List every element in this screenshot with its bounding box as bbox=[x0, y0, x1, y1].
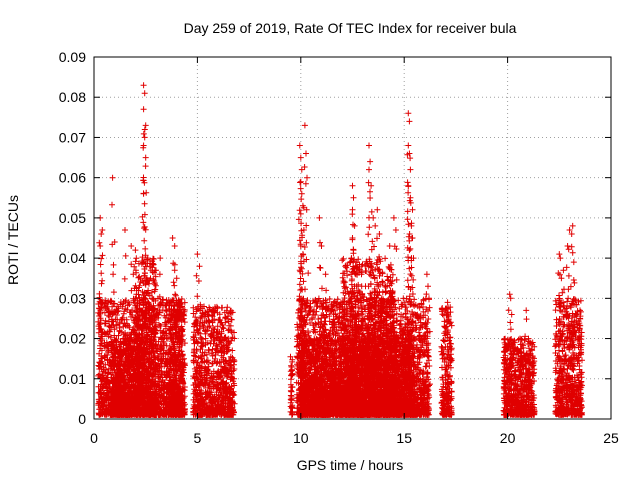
x-axis-label: GPS time / hours bbox=[297, 457, 404, 473]
x-tick-label: 0 bbox=[90, 430, 98, 446]
x-tick-label: 25 bbox=[603, 430, 619, 446]
x-tick-label: 15 bbox=[396, 430, 412, 446]
axis-ticks bbox=[93, 56, 612, 420]
y-tick-label: 0 bbox=[78, 411, 86, 427]
y-tick-label: 0.01 bbox=[59, 371, 86, 387]
x-tick-label: 5 bbox=[194, 430, 202, 446]
y-tick-label: 0.09 bbox=[59, 49, 86, 65]
y-tick-label: 0.02 bbox=[59, 331, 86, 347]
x-tick-labels: 0 5 10 15 20 25 bbox=[90, 430, 619, 446]
data-points bbox=[95, 82, 585, 418]
y-axis-label: ROTI / TECUs bbox=[5, 195, 21, 285]
roti-points bbox=[95, 82, 585, 418]
grid-lines bbox=[94, 57, 611, 419]
x-tick-label: 10 bbox=[293, 430, 309, 446]
y-tick-label: 0.06 bbox=[59, 170, 86, 186]
y-tick-label: 0.03 bbox=[59, 290, 86, 306]
y-tick-labels: 0 0.01 0.02 0.03 0.04 0.05 0.06 0.07 0.08 0.09 bbox=[59, 49, 86, 427]
x-tick-label: 20 bbox=[500, 430, 516, 446]
y-tick-label: 0.08 bbox=[59, 89, 86, 105]
y-tick-label: 0.05 bbox=[59, 210, 86, 226]
y-tick-label: 0.07 bbox=[59, 129, 86, 145]
chart-title: Day 259 of 2019, Rate Of TEC Index for r… bbox=[184, 20, 517, 36]
y-tick-label: 0.04 bbox=[59, 250, 86, 266]
plot-frame bbox=[93, 56, 612, 420]
